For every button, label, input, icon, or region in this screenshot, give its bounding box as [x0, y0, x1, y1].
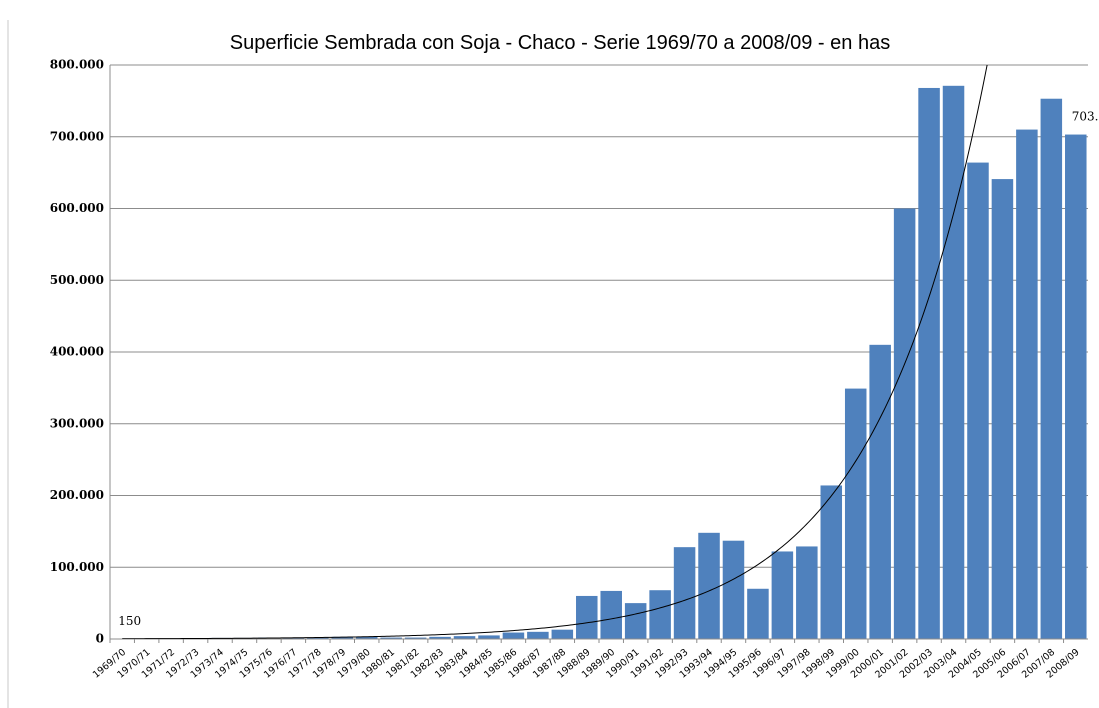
y-tick-label: 200.000	[50, 488, 104, 502]
y-tick-label: 700.000	[50, 129, 104, 143]
bar	[967, 162, 989, 639]
y-tick-label: 400.000	[50, 345, 104, 359]
y-tick-label: 800.000	[50, 58, 104, 72]
bar	[820, 485, 843, 639]
bar	[796, 546, 818, 639]
bar	[429, 636, 451, 639]
bar	[649, 590, 671, 639]
y-tick-label: 0	[96, 632, 104, 646]
bar	[771, 551, 794, 639]
bar	[502, 632, 525, 639]
y-tick-label: 300.000	[50, 416, 104, 430]
bar	[453, 636, 476, 639]
data-label: 703.070	[1072, 110, 1099, 124]
bar	[942, 85, 965, 640]
bar	[698, 532, 720, 639]
bar	[331, 636, 354, 639]
bar	[600, 590, 622, 639]
bar	[747, 588, 769, 639]
chart-title: Superficie Sembrada con Soja - Chaco - S…	[230, 32, 890, 54]
bar	[551, 629, 574, 639]
bar	[1040, 98, 1063, 639]
bar	[918, 87, 940, 639]
y-tick-label: 600.000	[50, 201, 104, 215]
bar	[478, 635, 500, 639]
bar	[869, 344, 891, 639]
bar	[1016, 129, 1038, 639]
bar	[991, 179, 1014, 639]
bar	[307, 637, 329, 639]
y-tick-label: 100.000	[50, 560, 104, 574]
bar	[355, 636, 378, 639]
bar	[673, 547, 696, 639]
bar	[527, 631, 549, 639]
bar	[576, 595, 598, 639]
bar	[844, 388, 867, 639]
bar	[624, 603, 647, 639]
bar	[404, 637, 427, 639]
bar	[380, 637, 402, 639]
bar	[1065, 134, 1087, 639]
bar	[722, 540, 745, 639]
data-label: 150	[118, 614, 141, 628]
trendline	[122, 65, 988, 639]
bar	[893, 208, 916, 639]
y-tick-label: 500.000	[50, 273, 104, 287]
